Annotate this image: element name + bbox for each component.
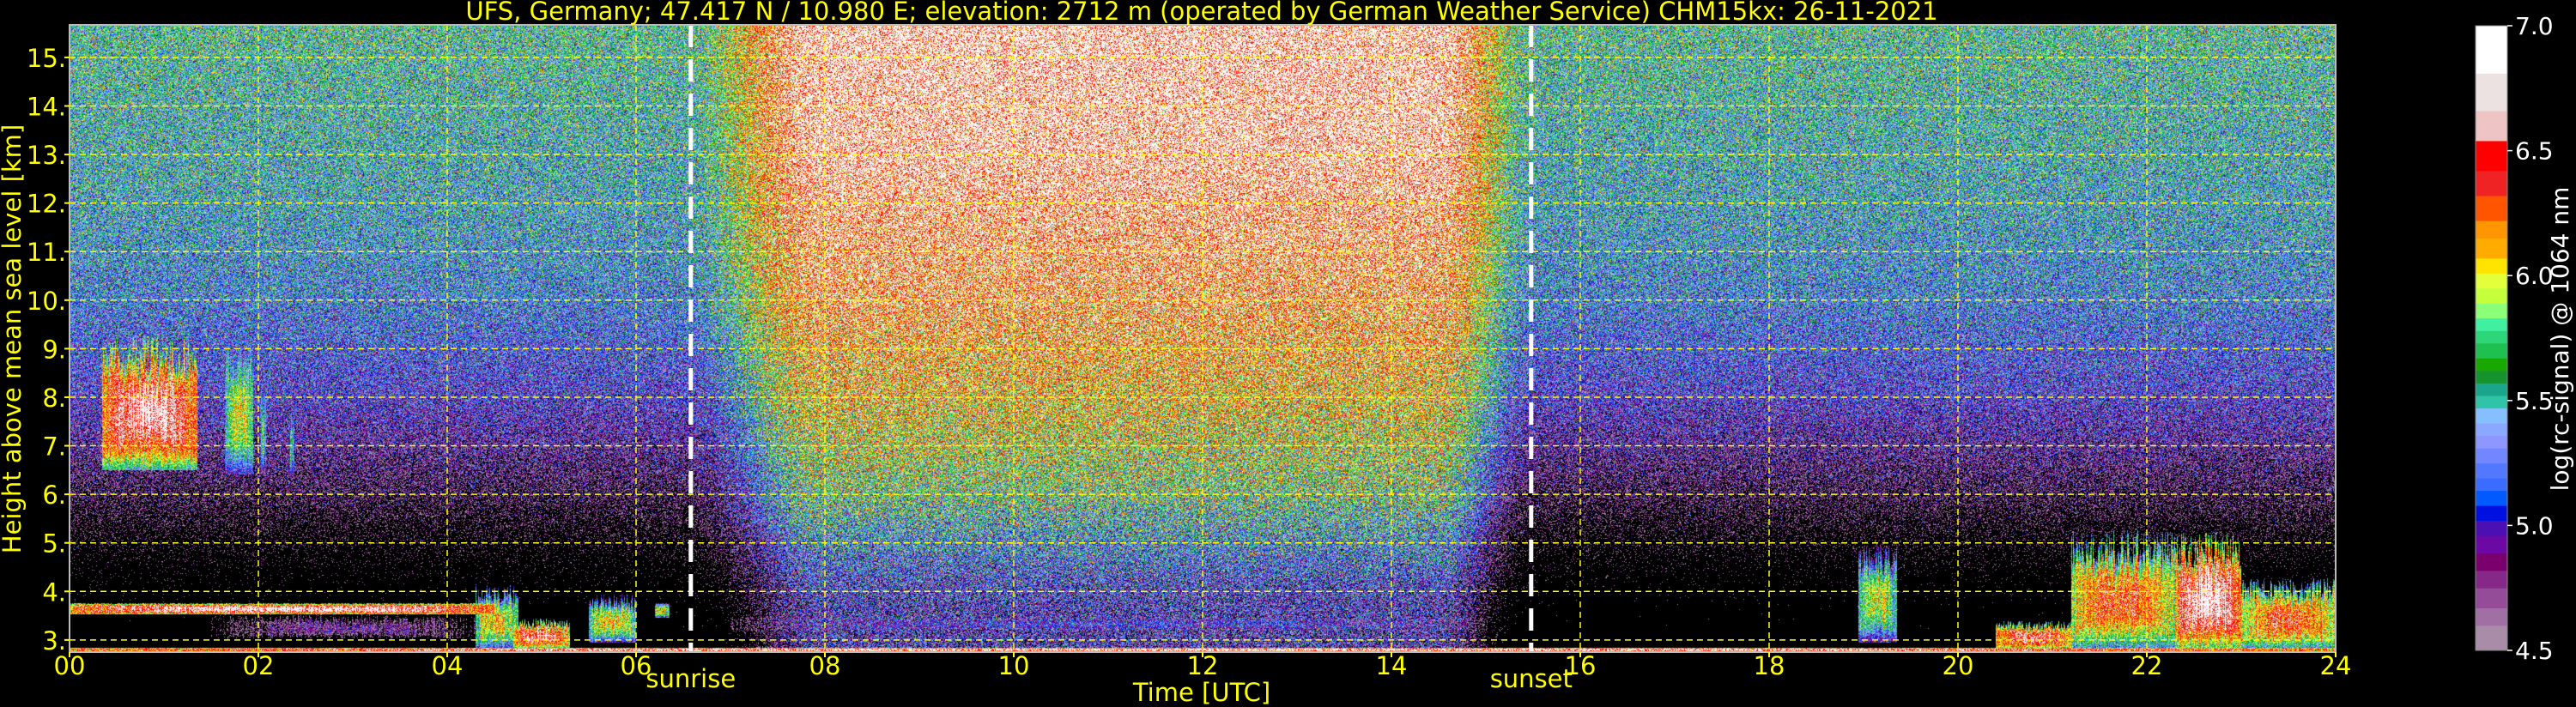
colorbar-band [2476,395,2507,409]
y-tick-label: 15. [27,44,66,73]
y-tick-label: 13. [27,141,66,170]
sunrise-label: sunrise [646,664,736,693]
y-tick-label: 11. [27,238,66,267]
colorbar-band [2476,435,2507,449]
colorbar-band [2476,257,2507,274]
x-tick-label: 04 [432,651,464,680]
colorbar-frame [2475,25,2508,651]
colorbar-band [2476,170,2507,196]
x-tick-label: 18 [1754,651,1785,680]
x-tick-label: 24 [2320,651,2352,680]
colorbar-tick-label: 6.5 [2515,137,2554,166]
sun-labels: sunrise sunset [646,664,1573,693]
colorbar [2476,26,2507,651]
colorbar-label: log(rc-signal) @ 1064 nm [2546,187,2574,492]
colorbar-tick-label: 6.0 [2515,262,2554,290]
colorbar-band [2476,358,2507,372]
x-tick-label: 22 [2131,651,2163,680]
colorbar-band [2476,238,2507,259]
colorbar-tick-label: 4.5 [2515,637,2554,665]
y-axis-ticks: 3. 4. 5. 6. 7. 8. 9. 10. 11. 12. 13. 14. 15. [27,44,70,656]
colorbar-band [2476,73,2507,112]
x-tick-label: 02 [243,651,275,680]
x-tick-label: 06 [621,651,652,680]
x-tick-label: 00 [54,651,86,680]
x-tick-label: 08 [809,651,841,680]
colorbar-band [2476,588,2507,608]
colorbar-band [2476,607,2507,626]
colorbar-band [2476,520,2507,536]
x-tick-label: 20 [1943,651,1974,680]
x-axis-label: Time [UTC] [1132,678,1270,707]
y-tick-label: 7. [42,432,66,462]
x-tick-label: 10 [998,651,1030,680]
colorbar-band [2476,535,2507,553]
colorbar-band [2476,505,2507,522]
colorbar-band [2476,553,2507,571]
colorbar-band [2476,423,2507,437]
colorbar-band [2476,273,2507,289]
x-tick-label: 14 [1376,651,1408,680]
colorbar-band [2476,303,2507,319]
colorbar-band [2476,342,2507,359]
colorbar-ticks: 4.5 5.0 5.5 6.0 6.5 7.0 [2507,12,2554,665]
colorbar-band [2476,196,2507,221]
sunset-label: sunset [1490,664,1573,693]
y-tick-label: 6. [42,480,66,510]
colorbar-band [2476,287,2507,304]
x-tick-label: 16 [1565,651,1597,680]
colorbar-tick-label: 5.5 [2515,387,2554,415]
y-axis-label: Height above mean sea level [km] [0,124,27,553]
colorbar-band [2476,26,2507,74]
y-tick-label: 14. [27,92,66,121]
y-tick-label: 5. [42,529,66,559]
colorbar-band [2476,408,2507,424]
colorbar-band [2476,317,2507,331]
colorbar-band [2476,462,2507,479]
colorbar-band [2476,570,2507,589]
y-tick-label: 10. [27,287,66,316]
colorbar-band [2476,221,2507,239]
colorbar-band [2476,625,2507,651]
colorbar-band [2476,383,2507,396]
y-tick-label: 12. [27,190,66,219]
x-tick-label: 12 [1187,651,1219,680]
colorbar-band [2476,140,2507,172]
grid-lines [70,25,2336,652]
colorbar-band [2476,370,2507,384]
colorbar-band [2476,490,2507,506]
y-tick-label: 8. [42,384,66,413]
y-tick-label: 3. [42,626,66,656]
sun-lines [688,25,1534,652]
colorbar-tick-label: 5.0 [2515,511,2554,540]
x-axis-ticks: 00 02 04 06 08 10 12 14 16 18 20 22 24 [54,651,2352,680]
y-tick-label: 9. [42,335,66,364]
colorbar-tick-label: 7.0 [2515,12,2554,40]
colorbar-band [2476,448,2507,464]
colorbar-band [2476,330,2507,344]
chart-title: UFS, Germany; 47.417 N / 10.980 E; eleva… [465,0,1937,26]
colorbar-band [2476,111,2507,142]
colorbar-band [2476,478,2507,492]
y-tick-label: 4. [42,577,66,607]
